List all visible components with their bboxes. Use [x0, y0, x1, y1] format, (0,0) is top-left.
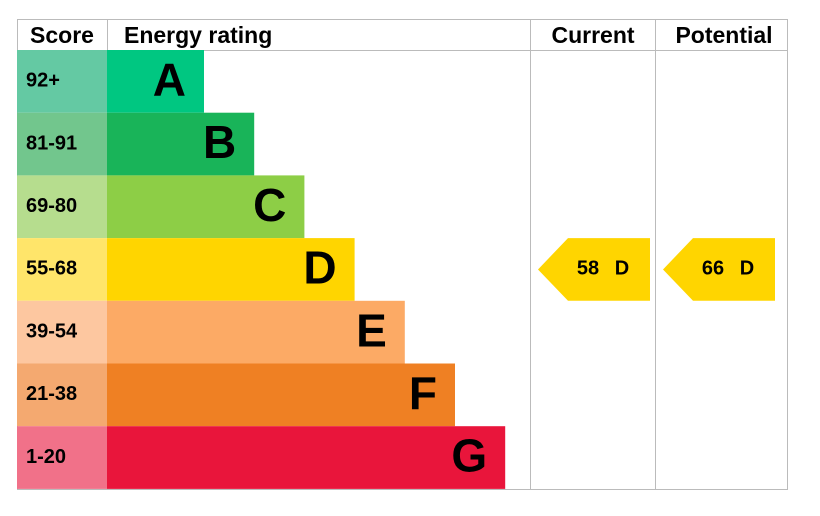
header-potential: Potential — [675, 22, 772, 48]
potential-arrow — [663, 238, 775, 301]
score-label: 69-80 — [26, 195, 77, 217]
current-arrow — [538, 238, 650, 301]
current-letter: D — [615, 258, 629, 280]
rating-bar — [107, 50, 204, 113]
rating-bar — [107, 300, 405, 364]
score-label: 21-38 — [26, 383, 77, 405]
score-label: 81-91 — [26, 132, 77, 154]
score-label: 1-20 — [26, 446, 66, 468]
score-cell — [17, 50, 107, 113]
header-current: Current — [551, 22, 634, 48]
score-label: 92+ — [26, 70, 60, 92]
rating-bar — [107, 112, 255, 176]
rating-letter: F — [409, 367, 437, 419]
rating-letter: B — [203, 116, 236, 168]
rating-bar — [107, 426, 506, 489]
rating-letter: G — [451, 430, 487, 482]
score-cell — [17, 363, 107, 427]
potential-letter: D — [740, 258, 754, 280]
header-score: Score — [30, 22, 94, 48]
score-cell — [17, 112, 107, 176]
score-label: 39-54 — [26, 320, 78, 342]
score-label: 55-68 — [26, 258, 77, 280]
rating-bar — [107, 238, 355, 301]
rating-letter: A — [153, 54, 186, 106]
score-cell — [17, 426, 107, 489]
rating-letter: C — [253, 179, 286, 231]
score-cell — [17, 300, 107, 364]
rating-bar — [107, 175, 305, 239]
rating-letter: E — [356, 304, 387, 356]
rating-bar — [107, 363, 455, 427]
score-cell — [17, 175, 107, 239]
rating-letter: D — [303, 242, 336, 294]
potential-value: 66 — [702, 258, 724, 280]
score-cell — [17, 238, 107, 301]
current-value: 58 — [577, 258, 599, 280]
header-rating: Energy rating — [124, 22, 272, 48]
